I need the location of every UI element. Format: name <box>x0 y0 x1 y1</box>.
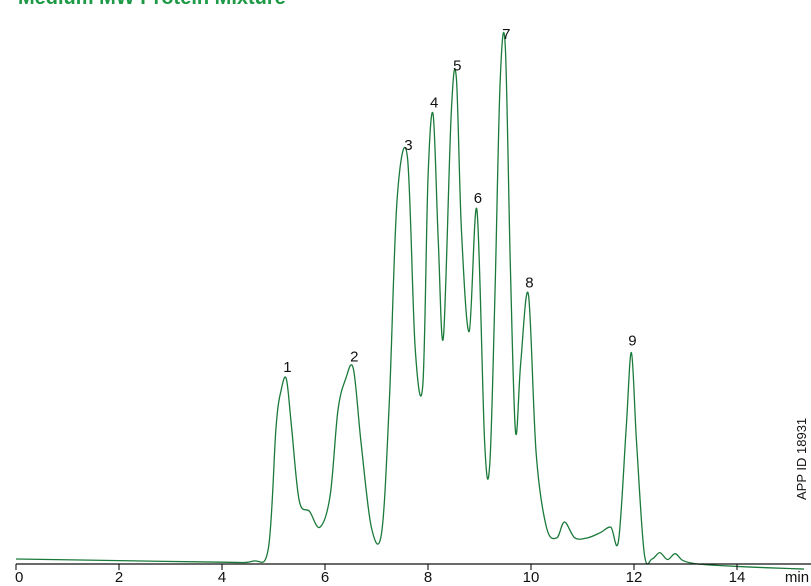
peak-label-9: 9 <box>628 333 636 350</box>
x-tick-label: 4 <box>218 569 226 586</box>
x-axis-label: min <box>785 569 809 586</box>
peak-label-8: 8 <box>525 275 533 292</box>
peak-label-7: 7 <box>502 26 510 43</box>
x-tick-label: 2 <box>115 569 123 586</box>
peak-label-4: 4 <box>430 95 438 112</box>
chart-title: Medium MW Protein Mixture <box>18 0 286 9</box>
x-tick-label: 12 <box>626 569 643 586</box>
x-axis-ticks: 0 2 4 6 8 10 12 14 <box>15 564 745 586</box>
peak-label-1: 1 <box>283 359 291 376</box>
peak-label-5: 5 <box>453 58 461 75</box>
peak-labels: 1 2 3 4 5 6 7 8 9 <box>283 26 636 376</box>
app-id-label: APP ID 18931 <box>794 418 809 500</box>
x-tick-label: 10 <box>523 569 540 586</box>
chromatogram-trace <box>15 31 804 570</box>
x-tick-label: 0 <box>15 569 23 586</box>
peak-label-6: 6 <box>474 190 482 207</box>
x-tick-label: 6 <box>321 569 329 586</box>
peak-label-2: 2 <box>350 349 358 366</box>
peak-label-3: 3 <box>404 137 412 154</box>
x-tick-label: 14 <box>729 569 746 586</box>
x-tick-label: 8 <box>424 569 432 586</box>
